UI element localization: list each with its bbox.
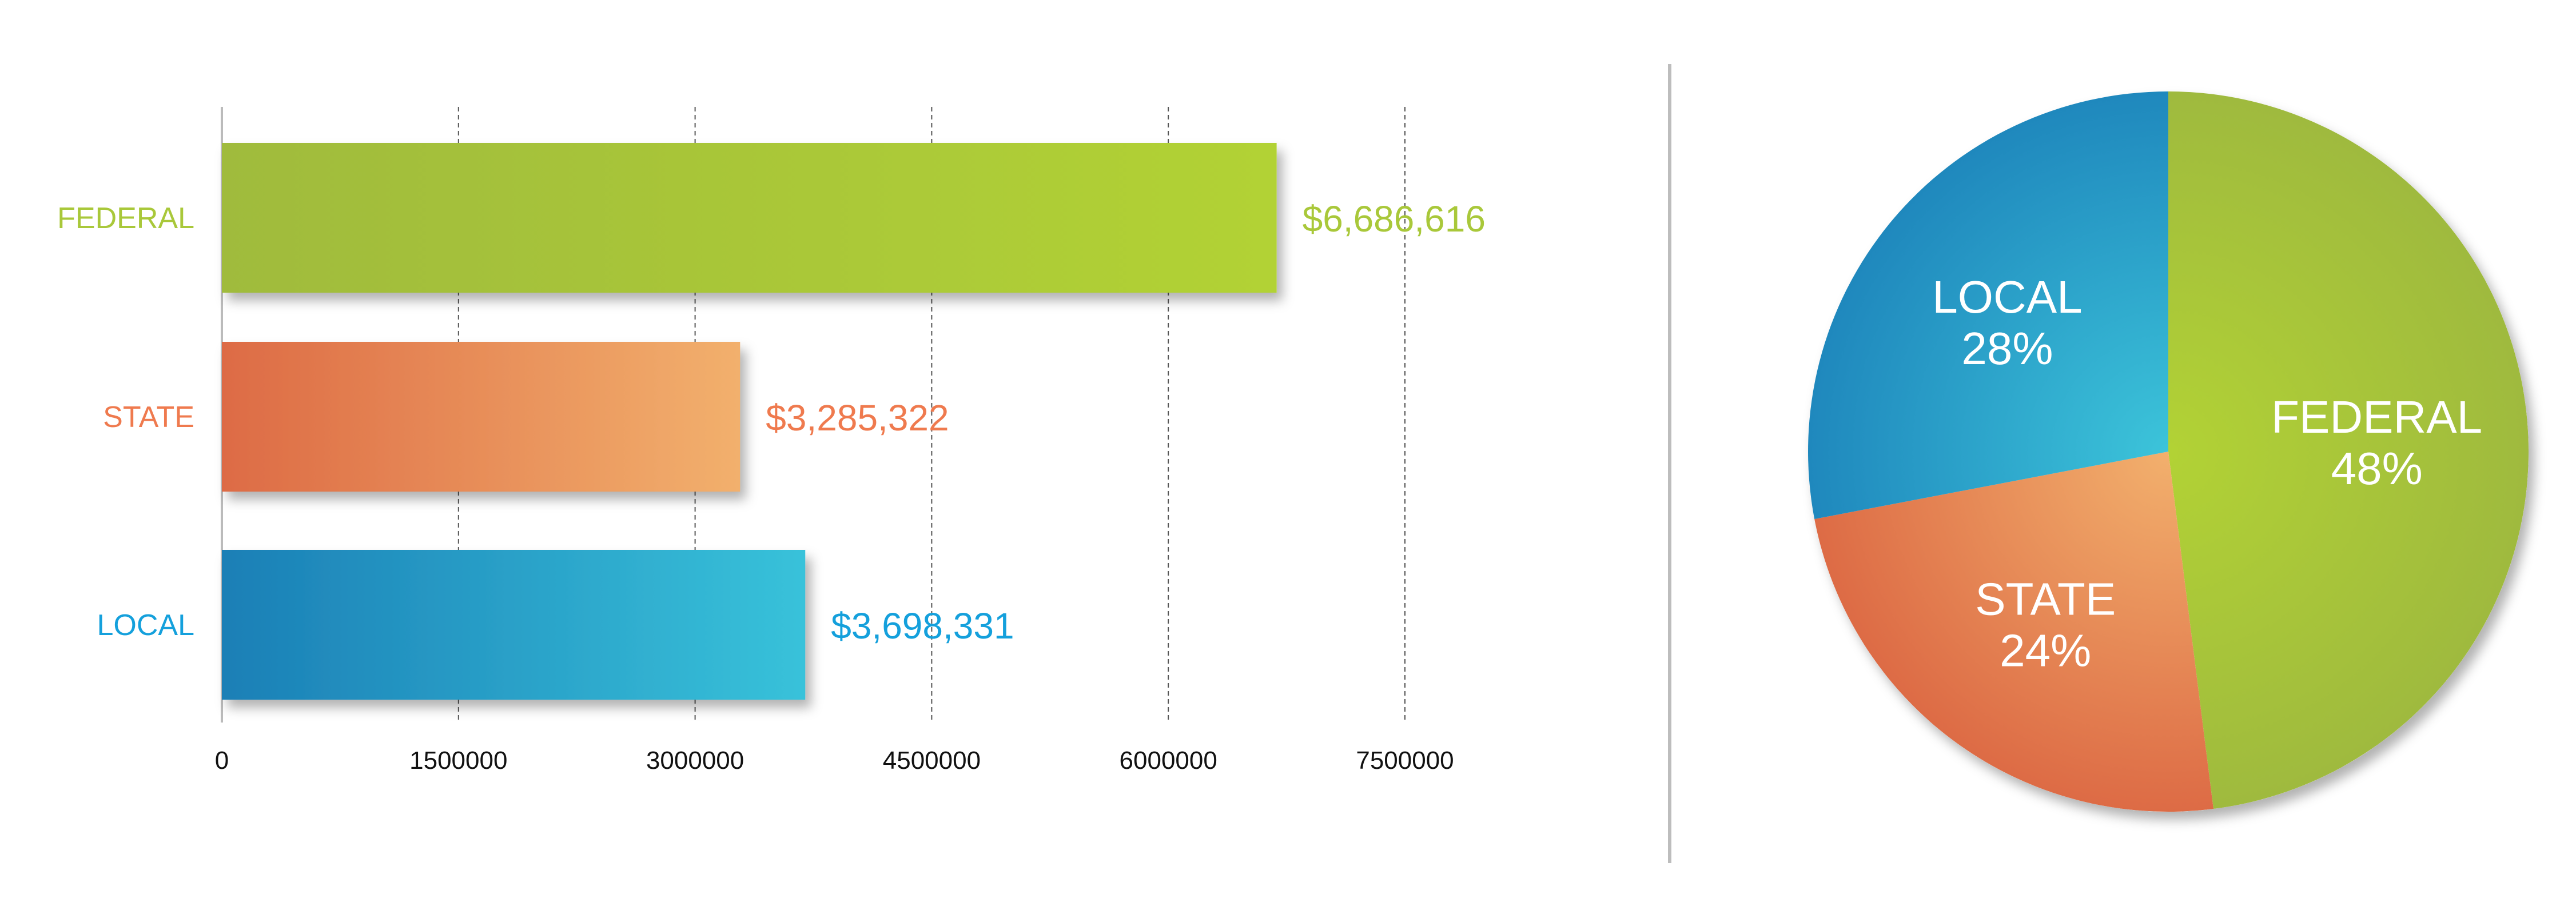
bar-chart: 0 1500000 3000000 4500000 6000000 7500000 FEDE… bbox=[57, 107, 1486, 775]
slice-label: LOCAL bbox=[1932, 272, 2082, 322]
value-label: $6,686,616 bbox=[1303, 198, 1486, 240]
x-tick-label: 1500000 bbox=[409, 747, 507, 775]
slice-percent: 28% bbox=[1961, 323, 2053, 374]
slice-percent: 48% bbox=[2331, 443, 2423, 494]
pie-slice-state bbox=[1814, 452, 2213, 812]
slice-percent: 24% bbox=[2000, 625, 2091, 676]
x-tick-label: 7500000 bbox=[1356, 747, 1454, 775]
bar-state bbox=[222, 342, 740, 492]
bar-local bbox=[222, 550, 806, 700]
category-label: STATE bbox=[103, 401, 194, 434]
x-tick-label: 4500000 bbox=[883, 747, 981, 775]
bar-federal bbox=[222, 143, 1277, 293]
x-tick-label: 3000000 bbox=[646, 747, 744, 775]
category-label: FEDERAL bbox=[57, 202, 194, 235]
slice-label: STATE bbox=[1975, 574, 2116, 625]
value-label: $3,698,331 bbox=[831, 605, 1014, 646]
pie-slice-federal bbox=[2168, 91, 2529, 809]
category-label: LOCAL bbox=[97, 609, 194, 642]
x-tick-label: 0 bbox=[215, 747, 229, 775]
slice-label: FEDERAL bbox=[2271, 392, 2482, 442]
value-label: $3,285,322 bbox=[766, 397, 949, 438]
pie-slice-local bbox=[1808, 91, 2168, 520]
x-tick-label: 6000000 bbox=[1120, 747, 1217, 775]
